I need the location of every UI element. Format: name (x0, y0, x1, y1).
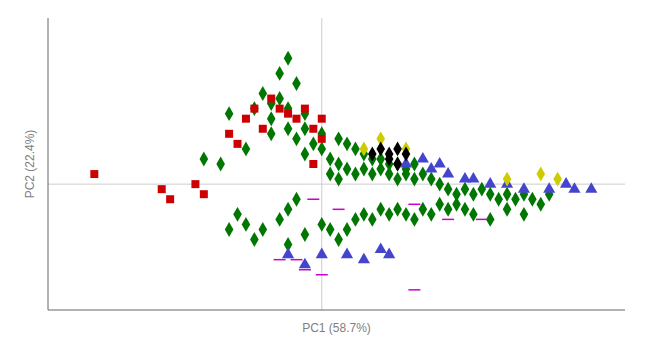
svg-text:PC1 (58.7%): PC1 (58.7%) (302, 321, 371, 335)
svg-text:PC2 (22.4%): PC2 (22.4%) (23, 130, 37, 199)
